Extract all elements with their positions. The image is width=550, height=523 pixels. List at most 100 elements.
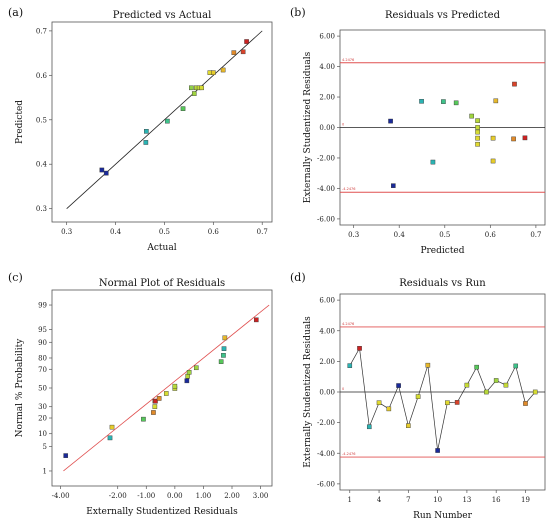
data-point <box>475 118 480 123</box>
data-point <box>493 98 499 104</box>
panel-letter: (b) <box>290 6 306 19</box>
zero-label: 0 <box>342 387 344 391</box>
chart-title: Residuals vs Predicted <box>385 10 501 21</box>
data-point <box>357 346 362 351</box>
reference-line <box>63 304 270 472</box>
y-tick-label: 0.5 <box>36 116 47 124</box>
limit-label: -4.2476 <box>342 452 356 456</box>
y-tick-label: -4.00 <box>317 185 335 193</box>
data-point <box>221 346 227 351</box>
data-point <box>218 359 224 364</box>
x-tick-label: 19 <box>521 496 530 504</box>
data-point <box>152 404 158 409</box>
limit-label: 4.2476 <box>342 58 354 62</box>
data-point <box>445 400 450 406</box>
data-point <box>532 389 538 395</box>
data-point <box>435 448 440 453</box>
x-tick-label: 2.00 <box>224 492 240 500</box>
data-point <box>475 129 480 135</box>
data-point <box>347 363 353 368</box>
data-point <box>490 158 496 164</box>
x-tick-label: -4.00 <box>52 492 70 500</box>
y-tick-label: 0.3 <box>36 205 47 213</box>
y-tick-label: -6.00 <box>317 480 335 488</box>
x-tick-label: 7 <box>406 496 410 504</box>
data-point <box>109 424 115 430</box>
data-point <box>523 401 528 406</box>
x-tick-label: 0.6 <box>208 228 220 236</box>
x-tick-label: 13 <box>462 496 471 504</box>
x-tick-label: 0.3 <box>61 228 72 236</box>
y-tick-label: 70 <box>38 366 47 374</box>
limit-label: -4.2476 <box>342 187 356 191</box>
y-tick-label: 2.00 <box>319 358 335 366</box>
x-axis-label: Actual <box>146 243 176 253</box>
data-point <box>503 382 509 388</box>
data-point <box>513 363 519 369</box>
x-axis-label: Externally Studentized Residuals <box>86 507 238 517</box>
data-point <box>464 382 470 388</box>
data-point <box>222 335 228 341</box>
data-point <box>103 170 109 176</box>
chart-panel-1: (a) Predicted vs Actual Actual Predicted 0.3… <box>8 6 273 253</box>
data-point <box>469 113 474 119</box>
y-tick-label: 95 <box>38 326 47 334</box>
x-tick-label: 1.00 <box>196 492 212 500</box>
chart-title: Normal Plot of Residuals <box>99 278 225 289</box>
x-tick-label: 1 <box>348 496 352 504</box>
data-point <box>453 100 459 106</box>
y-tick-label: -2.00 <box>317 419 335 427</box>
y-tick-label: 0.7 <box>36 27 47 35</box>
chart-panel-3: (c) Normal Plot of Residuals Externally St… <box>8 271 273 517</box>
y-tick-label: 30 <box>38 403 47 411</box>
y-tick-label: 99 <box>38 302 47 310</box>
zero-label: 0 <box>342 123 344 127</box>
data-point <box>240 49 246 55</box>
x-tick-label: 0.4 <box>110 228 122 236</box>
data-point <box>63 453 69 458</box>
y-axis-label: Externally Studentized Residuals <box>303 51 313 203</box>
y-axis-label: Externally Studentized Residuals <box>303 316 313 468</box>
panel-letter: (a) <box>8 6 23 19</box>
y-tick-label: 20 <box>38 415 47 423</box>
y-tick-label: -4.00 <box>317 450 335 458</box>
data-point <box>386 406 392 412</box>
chart-title: Predicted vs Actual <box>113 10 212 21</box>
panel-letter: (c) <box>8 271 23 284</box>
data-point <box>165 118 170 124</box>
data-point <box>475 135 480 141</box>
data-point <box>180 106 186 111</box>
y-tick-label: 50 <box>38 385 47 393</box>
data-point <box>189 85 194 91</box>
x-tick-label: 0.6 <box>485 231 497 239</box>
y-tick-label: 2.00 <box>319 94 335 102</box>
reference-line <box>66 30 263 209</box>
x-tick-label: 0.4 <box>394 231 406 239</box>
x-tick-label: 10 <box>433 496 442 504</box>
limit-label: 4.2476 <box>342 322 354 326</box>
data-point <box>185 373 191 379</box>
data-point <box>172 383 178 389</box>
y-tick-label: 1 <box>43 467 47 475</box>
y-tick-label: 6.00 <box>319 33 335 41</box>
data-point <box>151 410 156 415</box>
data-point <box>221 353 226 358</box>
data-point <box>366 424 372 430</box>
x-tick-label: -1.00 <box>137 492 155 500</box>
x-tick-label: 0.7 <box>257 228 268 236</box>
y-tick-label: 0.6 <box>36 72 48 80</box>
data-point <box>388 118 393 124</box>
data-point <box>231 50 237 55</box>
x-tick-label: -2.00 <box>109 492 127 500</box>
data-point <box>490 135 496 141</box>
data-point <box>143 140 149 145</box>
data-point <box>186 370 192 375</box>
data-point <box>141 416 146 422</box>
data-point <box>244 39 249 44</box>
data-point <box>406 423 411 428</box>
data-point <box>430 159 436 165</box>
y-tick-label: 0.4 <box>36 161 48 169</box>
data-point <box>522 135 528 141</box>
data-point <box>193 365 199 371</box>
